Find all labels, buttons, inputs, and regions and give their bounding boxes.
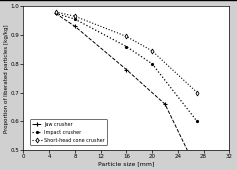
Impact crusher — [196, 120, 199, 122]
Impact crusher — [125, 46, 128, 48]
Jaw crusher — [164, 103, 166, 105]
Jaw crusher — [196, 169, 199, 170]
X-axis label: Particle size [mm]: Particle size [mm] — [98, 161, 155, 166]
Impact crusher — [151, 63, 154, 65]
Line: Short-head cone crusher: Short-head cone crusher — [54, 10, 199, 94]
Short-head cone crusher — [73, 15, 76, 17]
Y-axis label: Proportion of liberated particles [kg/kg]: Proportion of liberated particles [kg/kg… — [4, 24, 9, 133]
Jaw crusher — [54, 12, 57, 14]
Jaw crusher — [73, 25, 76, 27]
Impact crusher — [73, 18, 76, 20]
Short-head cone crusher — [54, 11, 57, 13]
Short-head cone crusher — [125, 35, 128, 37]
Line: Impact crusher: Impact crusher — [54, 11, 199, 124]
Legend: Jaw crusher, Impact crusher, Short-head cone crusher: Jaw crusher, Impact crusher, Short-head … — [30, 119, 107, 145]
Short-head cone crusher — [196, 92, 199, 94]
Impact crusher — [54, 12, 57, 14]
Short-head cone crusher — [151, 50, 154, 52]
Line: Jaw crusher: Jaw crusher — [53, 11, 200, 170]
Jaw crusher — [125, 69, 128, 71]
